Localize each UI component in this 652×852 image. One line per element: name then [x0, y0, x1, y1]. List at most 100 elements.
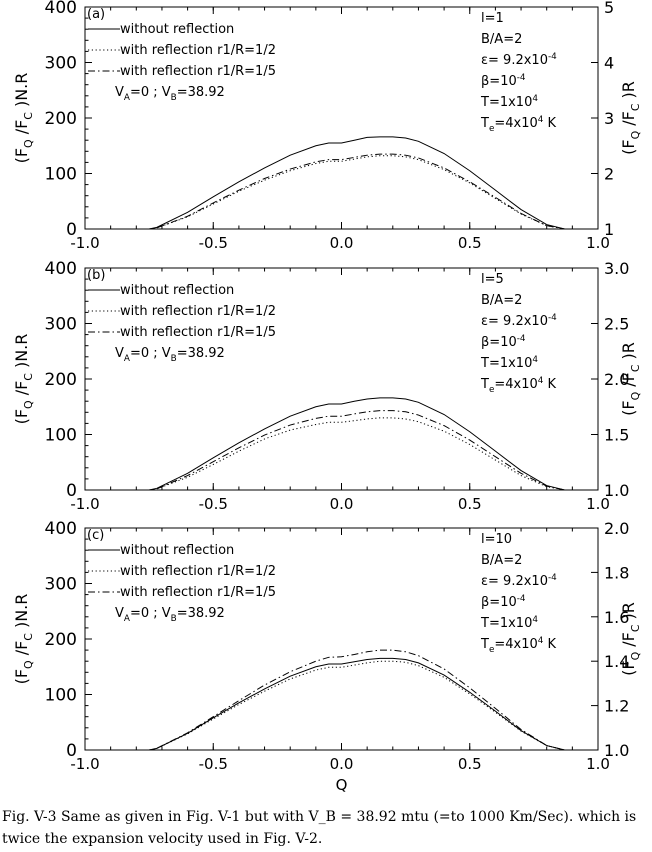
y-tick-label-right: 5 — [604, 0, 614, 17]
panel-label: (c) — [87, 528, 104, 543]
panel-label: (a) — [87, 7, 105, 22]
param-text-4: β=10-4 — [481, 334, 526, 350]
series-line-2 — [85, 417, 598, 491]
y-tick-label-left: 400 — [45, 0, 77, 18]
x-tick-label: 1.0 — [586, 234, 610, 252]
y-tick-label-right: 1.8 — [604, 563, 629, 582]
y-tick-label-left: 400 — [45, 519, 77, 539]
series-line-2 — [85, 155, 598, 230]
param-text-1: l=10 — [481, 532, 512, 547]
x-tick-label: 0.0 — [330, 234, 354, 252]
y-tick-label-left: 0 — [66, 741, 77, 761]
y-tick-label-left: 400 — [45, 259, 77, 279]
param-text-5: T=1x104 — [480, 94, 538, 110]
param-text-1: l=5 — [481, 272, 504, 287]
param-text-4: β=10-4 — [481, 594, 526, 610]
y-tick-label-right: 4 — [604, 54, 614, 73]
x-tick-label: 0.0 — [330, 755, 354, 773]
x-tick-label: -0.5 — [199, 234, 228, 252]
legend-label-1: without reflection — [120, 22, 234, 37]
param-text-1: l=1 — [481, 11, 504, 26]
param-text-2: B/A=2 — [481, 32, 522, 47]
y-tick-label-left: 0 — [66, 481, 77, 501]
param-text-3: ε= 9.2x10-4 — [481, 573, 557, 589]
chart-panel-3: -1.0 -0.5 0.0 0.5 1.0 0 100 200 300 400 1.0 1.2 1.4 1… — [12, 519, 642, 794]
x-tick-label: 1.0 — [586, 495, 610, 513]
y-tick-label-left: 200 — [45, 370, 77, 390]
series-line-1 — [85, 657, 598, 751]
legend-label-1: without reflection — [120, 543, 234, 558]
y-tick-label-right: 1.4 — [604, 652, 629, 671]
y-tick-label-right: 1.5 — [604, 426, 629, 445]
legend-label-3: with reflection r1/R=1/5 — [120, 325, 276, 340]
y-tick-label-right: 2 — [604, 165, 614, 184]
y-tick-label-left: 300 — [45, 575, 77, 595]
y-axis-label-left: (FQ /FC )N.R — [12, 594, 35, 685]
x-tick-label: 1.0 — [586, 755, 610, 773]
param-text-2: B/A=2 — [481, 293, 522, 308]
figure-canvas: -1.0 -0.5 0.0 0.5 1.0 0 100 200 300 400 1 2 3 4 5 (FQ /… — [12, 0, 642, 794]
velocity-note: VA=0 ; VB=38.92 — [115, 346, 225, 364]
figure-caption: Fig. V-3 Same as given in Fig. V-1 but w… — [2, 809, 637, 847]
param-text-4: β=10-4 — [481, 73, 526, 89]
series-line-3 — [85, 410, 598, 491]
y-tick-label-right: 2.0 — [604, 519, 629, 538]
y-tick-label-right: 2.5 — [604, 315, 629, 334]
param-text-3: ε= 9.2x10-4 — [481, 52, 557, 68]
series-line-1 — [85, 397, 598, 491]
param-text-5: T=1x104 — [480, 355, 538, 371]
param-text-3: ε= 9.2x10-4 — [481, 313, 557, 329]
param-text-6: Te=4x104 K — [480, 636, 557, 655]
series-line-3 — [85, 649, 598, 751]
y-axis-label-left: (FQ /FC )N.R — [12, 73, 35, 164]
series-line-2 — [85, 660, 598, 751]
velocity-note: VA=0 ; VB=38.92 — [115, 606, 225, 624]
y-tick-label-right: 2.0 — [604, 370, 629, 389]
series-line-3 — [85, 153, 598, 230]
legend-label-3: with reflection r1/R=1/5 — [120, 585, 276, 600]
series-line-1 — [85, 136, 598, 230]
y-axis-label-left: (FQ /FC )N.R — [12, 334, 35, 425]
param-text-2: B/A=2 — [481, 553, 522, 568]
param-text-6: Te=4x104 K — [480, 376, 557, 395]
legend-label-2: with reflection r1/R=1/2 — [120, 564, 276, 579]
x-tick-label: 0.5 — [458, 495, 482, 513]
y-tick-label-right: 1.2 — [604, 697, 629, 716]
y-tick-label-left: 200 — [45, 630, 77, 650]
y-tick-label-right: 1.6 — [604, 608, 629, 627]
y-axis-label-right: (FQ /FC )R — [619, 342, 642, 416]
y-tick-label-left: 0 — [66, 220, 77, 240]
y-tick-label-right: 3.0 — [604, 259, 629, 278]
y-tick-label-left: 100 — [45, 426, 77, 446]
y-axis-label-right: (FQ /FC )R — [619, 81, 642, 155]
x-tick-label: -1.0 — [70, 234, 99, 252]
chart-panel-2: -1.0 -0.5 0.0 0.5 1.0 0 100 200 300 400 1.0 1.5 2.0 2… — [12, 259, 642, 513]
y-tick-label-left: 100 — [45, 686, 77, 706]
y-tick-label-left: 300 — [45, 54, 77, 74]
y-tick-label-right: 3 — [604, 109, 614, 128]
param-text-5: T=1x104 — [480, 615, 538, 631]
legend-label-2: with reflection r1/R=1/2 — [120, 43, 276, 58]
x-axis-label: Q — [336, 776, 348, 794]
legend-label-2: with reflection r1/R=1/2 — [120, 304, 276, 319]
x-tick-label: 0.5 — [458, 234, 482, 252]
y-axis-label-right: (FQ /FC )R — [619, 602, 642, 676]
y-tick-label-left: 200 — [45, 109, 77, 129]
x-tick-label: -1.0 — [70, 755, 99, 773]
param-text-6: Te=4x104 K — [480, 115, 557, 134]
legend-label-1: without reflection — [120, 283, 234, 298]
x-tick-label: 0.5 — [458, 755, 482, 773]
x-tick-label: -1.0 — [70, 495, 99, 513]
x-tick-label: -0.5 — [199, 495, 228, 513]
panel-label: (b) — [87, 268, 105, 283]
legend-label-3: with reflection r1/R=1/5 — [120, 64, 276, 79]
y-tick-label-left: 300 — [45, 315, 77, 335]
x-tick-label: -0.5 — [199, 755, 228, 773]
x-tick-label: 0.0 — [330, 495, 354, 513]
chart-panel-1: -1.0 -0.5 0.0 0.5 1.0 0 100 200 300 400 1 2 3 4 5 (FQ /… — [12, 0, 642, 252]
y-tick-label-right: 1.0 — [604, 481, 629, 500]
y-tick-label-right: 1 — [604, 220, 614, 239]
y-tick-label-right: 1.0 — [604, 741, 629, 760]
velocity-note: VA=0 ; VB=38.92 — [115, 85, 225, 103]
y-tick-label-left: 100 — [45, 165, 77, 185]
